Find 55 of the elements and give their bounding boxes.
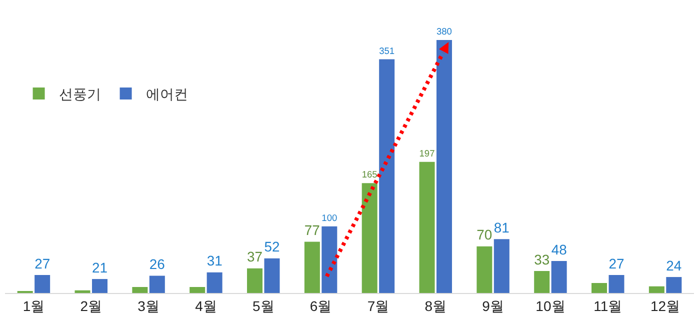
legend-label: 에어컨 (146, 86, 188, 102)
data-label: 37 (247, 248, 263, 265)
data-label: 48 (551, 241, 568, 258)
bar (608, 275, 624, 293)
bar (379, 59, 395, 293)
x-tick-label: 5월 (252, 298, 274, 314)
data-label: 33 (534, 251, 550, 268)
bar (322, 226, 338, 293)
data-label: 165 (362, 170, 378, 180)
x-tick-label: 10월 (536, 298, 566, 314)
data-label: 27 (608, 255, 624, 272)
bar (494, 239, 510, 293)
bar (206, 272, 222, 293)
bar (436, 40, 452, 293)
x-tick-label: 8월 (424, 298, 447, 314)
bar (666, 277, 682, 293)
bar (362, 183, 378, 293)
bar (551, 261, 567, 293)
bar (648, 286, 664, 293)
x-tick-label: 12월 (650, 298, 680, 314)
bar (304, 242, 320, 293)
data-label: 31 (206, 252, 223, 269)
x-tick-label: 7월 (367, 298, 390, 314)
data-label: 21 (92, 259, 108, 276)
data-label: 100 (322, 212, 338, 223)
data-label: 351 (379, 46, 395, 56)
legend-label: 선풍기 (58, 86, 101, 102)
bar (132, 287, 148, 293)
bar (247, 268, 263, 293)
x-tick-label: 9월 (482, 298, 504, 314)
bar (34, 275, 50, 293)
x-tick-label: 6월 (310, 298, 332, 314)
data-label: 26 (149, 256, 166, 272)
data-label: 27 (34, 255, 50, 272)
x-tick-label: 1월 (22, 298, 45, 314)
data-label: 70 (476, 226, 492, 243)
data-label: 197 (419, 148, 435, 158)
x-tick-label: 2월 (80, 298, 102, 314)
bar (476, 246, 492, 293)
bar (419, 162, 435, 293)
bar (534, 271, 550, 293)
bar (92, 279, 108, 293)
bar (264, 258, 280, 293)
bar (74, 290, 90, 293)
x-tick-label: 4월 (195, 298, 217, 314)
data-label: 52 (264, 238, 280, 255)
data-label: 81 (494, 219, 510, 236)
x-tick-label: 11월 (594, 298, 622, 314)
x-tick-label: 3월 (138, 298, 160, 314)
bar (190, 287, 206, 293)
data-label: 24 (666, 257, 682, 274)
bar (592, 283, 608, 293)
data-label: 380 (436, 26, 452, 37)
data-label: 77 (304, 222, 320, 238)
bar (149, 276, 165, 293)
